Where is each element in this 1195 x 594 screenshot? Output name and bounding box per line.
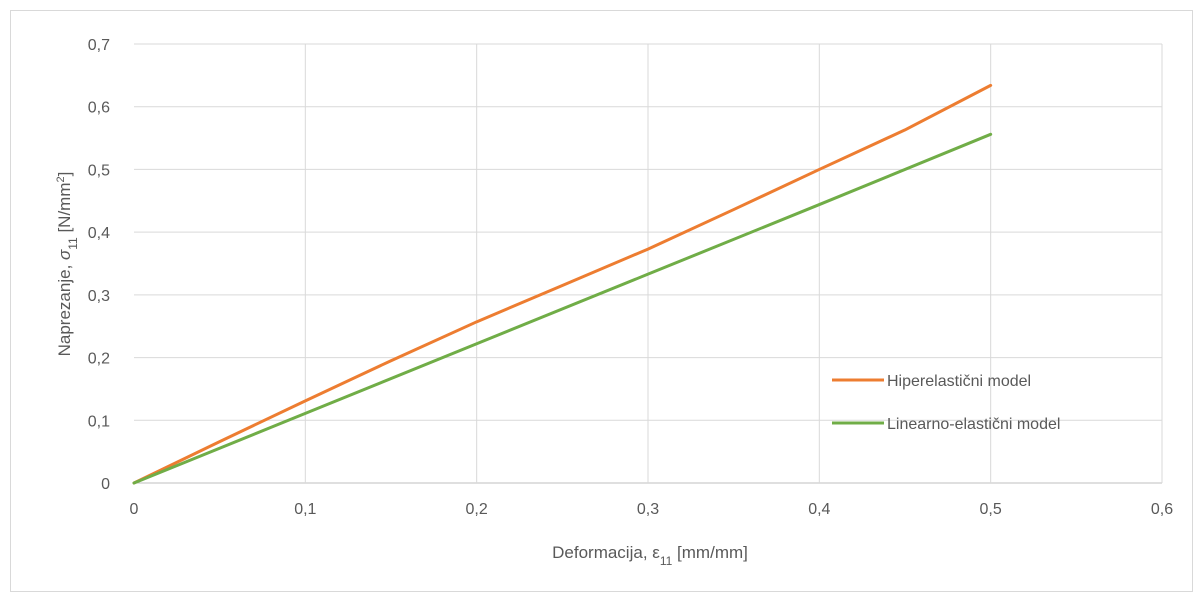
legend-label-linearno-elasticni: Linearno-elastični model bbox=[887, 416, 1060, 433]
series-line-hiperelasticni bbox=[132, 83, 993, 485]
x-tick-label: 0,3 bbox=[637, 501, 659, 518]
y-tick-label: 0,2 bbox=[88, 351, 110, 368]
y-tick-labels: 0 0,1 0,2 0,3 0,4 0,5 0,6 0,7 bbox=[88, 37, 110, 493]
x-tick-label: 0 bbox=[130, 501, 139, 518]
y-tick-label: 0,1 bbox=[88, 413, 110, 430]
x-tick-label: 0,1 bbox=[294, 501, 316, 518]
y-tick-label: 0,6 bbox=[88, 100, 110, 117]
x-tick-label: 0,5 bbox=[980, 501, 1002, 518]
y-tick-label: 0 bbox=[101, 476, 110, 493]
x-axis-title: Deformacija, ε11 [mm/mm] bbox=[552, 543, 748, 568]
y-tick-label: 0,4 bbox=[88, 225, 110, 242]
y-axis-title: Naprezanje, σ11 [N/mm2] bbox=[55, 172, 80, 357]
y-tick-label: 0,7 bbox=[88, 37, 110, 54]
legend-label-hiperelasticni: Hiperelastični model bbox=[887, 373, 1031, 390]
grid-layer bbox=[134, 43, 1163, 484]
x-tick-label: 0,4 bbox=[808, 501, 830, 518]
series-line-linearno-elasticni bbox=[132, 132, 993, 485]
x-tick-label: 0,6 bbox=[1151, 501, 1173, 518]
series-layer bbox=[132, 83, 993, 485]
x-tick-label: 0,2 bbox=[466, 501, 488, 518]
legend: Hiperelastični model Linearno-elastični … bbox=[832, 373, 1060, 433]
y-tick-label: 0,5 bbox=[88, 162, 110, 179]
x-tick-labels: 0 0,1 0,2 0,3 0,4 0,5 0,6 bbox=[130, 501, 1174, 518]
y-tick-label: 0,3 bbox=[88, 288, 110, 305]
